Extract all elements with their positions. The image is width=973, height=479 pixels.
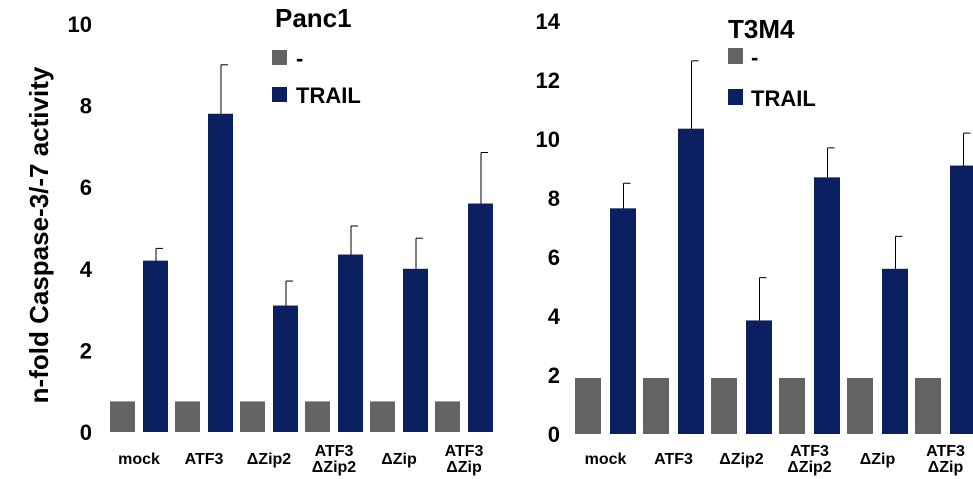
legend-swatch-trail <box>272 87 287 102</box>
x-tick-label: ATF3 <box>185 451 224 468</box>
bars <box>110 113 493 432</box>
bar-control <box>711 377 737 434</box>
y-tick-label: 0 <box>548 422 560 447</box>
x-tick-labels: mock ATF3 ΔZip2 ATF3 ΔZip2 ΔZip ATF3 ΔZip <box>118 443 483 476</box>
bar-control <box>915 377 941 434</box>
y-tick-label: 10 <box>536 127 560 152</box>
y-tick-label: 6 <box>548 245 560 270</box>
x-tick-label: ATF3 ΔZip <box>445 443 484 476</box>
y-tick-label: 14 <box>536 9 561 34</box>
bar-trail <box>678 128 704 435</box>
bar-trail <box>610 208 636 434</box>
bar-trail <box>338 254 363 432</box>
y-axis-label: n-fold Caspase-3/-7 activity <box>24 66 54 403</box>
bar-control <box>175 401 200 432</box>
bar-control <box>575 377 601 434</box>
x-tick-label: ΔZip2 <box>719 451 763 468</box>
x-tick-label: ATF3 ΔZip <box>926 443 965 476</box>
y-tick-label: 0 <box>80 420 92 445</box>
legend-swatch-trail <box>728 89 743 105</box>
bar-trail <box>273 305 298 432</box>
error-bars <box>623 60 971 321</box>
x-tick-label: ΔZip <box>381 451 417 468</box>
x-tick-label: ΔZip <box>860 451 896 468</box>
x-tick-label: ATF3 ΔZip2 <box>787 443 831 476</box>
x-tick-label: ATF3 <box>654 451 693 468</box>
x-tick-label: mock <box>118 451 160 468</box>
y-tick-label: 8 <box>80 94 92 119</box>
y-tick-label: 4 <box>548 304 561 329</box>
bar-control <box>643 377 669 434</box>
legend-swatch-control <box>728 48 743 64</box>
x-tick-label: ATF3 ΔZip2 <box>312 443 356 476</box>
bar-control <box>847 377 873 434</box>
bar-trail <box>882 268 908 434</box>
error-bars <box>155 64 488 306</box>
bar-trail <box>746 320 772 434</box>
bars <box>575 128 973 435</box>
y-tick-label: 6 <box>80 175 92 200</box>
y-tick-label: 4 <box>80 257 93 282</box>
y-tick-label: 2 <box>548 363 560 388</box>
bar-trail <box>814 177 840 434</box>
y-tick-labels: 0 2 4 6 8 10 <box>68 12 93 445</box>
bar-control <box>435 401 460 432</box>
chart-title: T3M4 <box>728 14 795 44</box>
legend-label-control: - <box>296 46 303 71</box>
bar-control <box>370 401 395 432</box>
bar-trail <box>208 113 233 432</box>
bar-trail <box>403 268 428 432</box>
y-tick-label: 2 <box>80 338 92 363</box>
bar-trail <box>468 203 493 432</box>
bar-control <box>240 401 265 432</box>
bar-control <box>110 401 135 432</box>
x-tick-label: mock <box>585 451 627 468</box>
bar-trail <box>143 260 168 432</box>
legend-swatch-control <box>272 50 287 65</box>
y-tick-label: 10 <box>68 12 92 37</box>
y-tick-label: 12 <box>536 68 560 93</box>
chart-title: Panc1 <box>275 3 352 33</box>
bar-control <box>779 377 805 434</box>
legend-label-trail: TRAIL <box>296 83 361 108</box>
x-tick-label: ΔZip2 <box>247 451 291 468</box>
legend-label-control: - <box>751 45 758 70</box>
y-tick-labels: 0 2 4 6 8 10 12 14 <box>536 9 561 447</box>
bar-trail <box>950 165 973 435</box>
y-tick-label: 8 <box>548 186 560 211</box>
x-tick-labels: mock ATF3 ΔZip2 ATF3 ΔZip2 ΔZip ATF3 ΔZip <box>585 443 965 476</box>
legend-label-trail: TRAIL <box>751 86 816 111</box>
bar-control <box>305 401 330 432</box>
